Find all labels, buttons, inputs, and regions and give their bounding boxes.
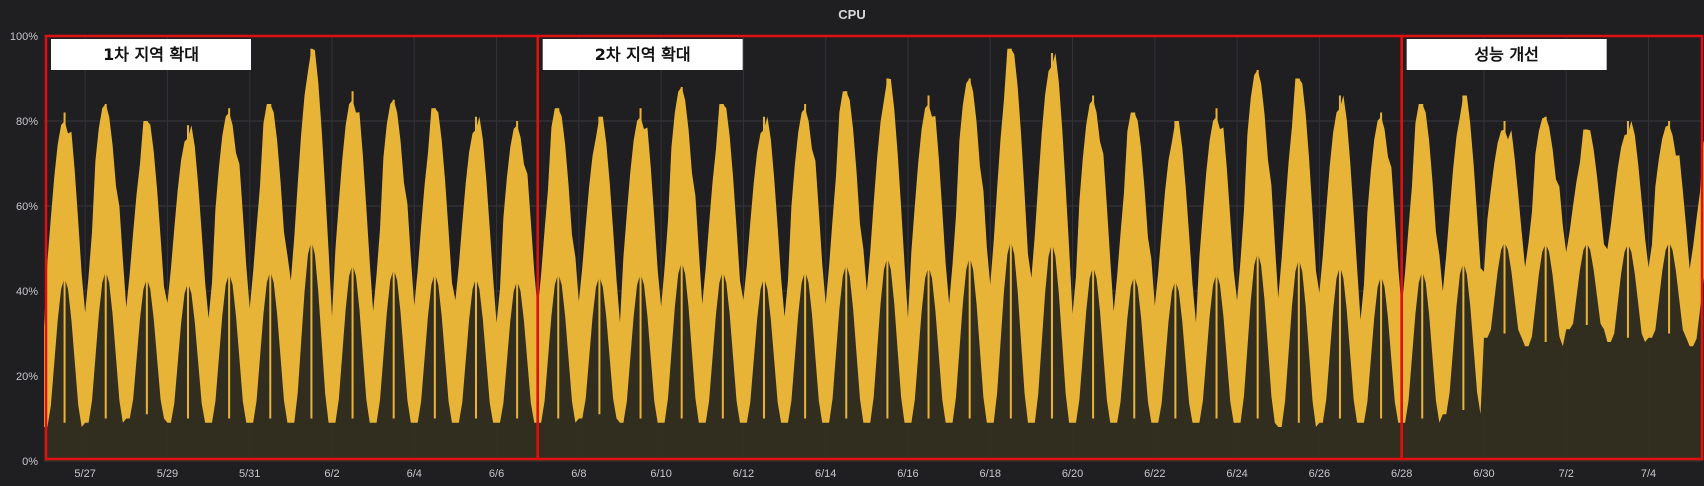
axis-layer: 0% 20% 40% 60% 80% 100% 5/27 5/29 5/31 6/2 6/4 6/6 6… <box>10 31 1656 480</box>
annotation-label: 성능 개선 <box>1474 45 1538 64</box>
x-tick-label: 6/28 <box>1391 468 1412 480</box>
y-tick-label: 40% <box>16 286 38 298</box>
x-tick-label: 5/27 <box>74 468 95 480</box>
x-tick-label: 6/10 <box>650 468 671 480</box>
annotation-box <box>1400 34 1704 461</box>
x-tick-label: 6/30 <box>1473 468 1494 480</box>
x-tick-label: 7/2 <box>1559 468 1574 480</box>
x-tick-label: 6/26 <box>1309 468 1330 480</box>
annotation-label: 2차 지역 확대 <box>595 45 691 64</box>
x-tick-label: 6/24 <box>1226 468 1247 480</box>
x-tick-label: 6/16 <box>897 468 918 480</box>
x-tick-label: 6/22 <box>1144 468 1165 480</box>
y-tick-label: 60% <box>16 201 38 213</box>
annotation-label-box <box>542 39 743 70</box>
data-layer <box>44 48 1704 461</box>
x-tick-label: 5/31 <box>239 468 260 480</box>
annotation-layer: 1차 지역 확대 2차 지역 확대 성능 개선 <box>44 34 1704 461</box>
chart-title: CPU <box>838 7 866 22</box>
annotation-label-box <box>51 39 251 70</box>
x-tick-label: 7/4 <box>1641 468 1656 480</box>
x-tick-label: 5/29 <box>157 468 178 480</box>
y-tick-label: 100% <box>10 31 38 43</box>
y-tick-label: 0% <box>22 456 38 468</box>
x-tick-label: 6/14 <box>815 468 836 480</box>
x-tick-label: 6/12 <box>733 468 754 480</box>
annotation-label-box <box>1406 39 1607 70</box>
x-tick-label: 6/6 <box>489 468 504 480</box>
y-tick-label: 80% <box>16 116 38 128</box>
x-tick-label: 6/18 <box>980 468 1001 480</box>
series-band <box>44 48 1704 427</box>
x-tick-label: 6/4 <box>407 468 422 480</box>
y-tick-label: 20% <box>16 371 38 383</box>
x-tick-label: 6/2 <box>324 468 339 480</box>
annotation-label: 1차 지역 확대 <box>103 45 199 64</box>
x-tick-label: 6/8 <box>571 468 586 480</box>
x-tick-label: 6/20 <box>1062 468 1083 480</box>
